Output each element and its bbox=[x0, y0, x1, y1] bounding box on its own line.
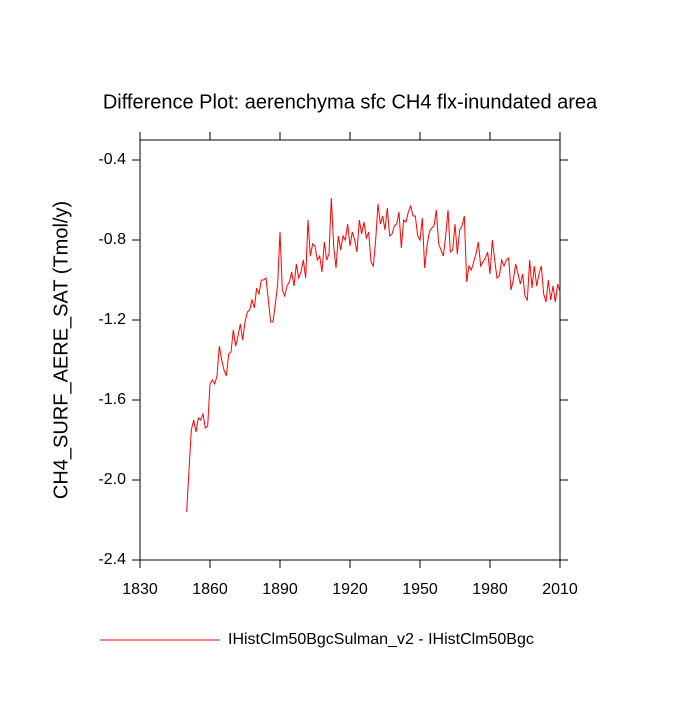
x-tick-label: 1860 bbox=[192, 581, 228, 598]
x-tick-label: 1920 bbox=[332, 581, 368, 598]
legend-label: IHistClm50BgcSulman_v2 - IHistClm50Bgc bbox=[228, 631, 534, 648]
y-tick-label: -0.4 bbox=[98, 151, 126, 168]
x-tick-label: 1950 bbox=[402, 581, 438, 598]
x-tick-label: 1890 bbox=[262, 581, 298, 598]
chart-title: Difference Plot: aerenchyma sfc CH4 flx-… bbox=[103, 91, 598, 113]
y-axis-label: CH4_SURF_AERE_SAT (Tmol/y) bbox=[50, 201, 72, 499]
data-line bbox=[186, 197, 561, 513]
x-tick-label: 1830 bbox=[122, 581, 158, 598]
y-tick-label: -1.2 bbox=[98, 311, 126, 328]
x-tick-label: 2010 bbox=[542, 581, 578, 598]
y-tick-label: -2.4 bbox=[98, 551, 126, 568]
y-tick-label: -0.8 bbox=[98, 231, 126, 248]
plot-frame bbox=[139, 139, 561, 561]
x-tick-label: 1980 bbox=[472, 581, 508, 598]
y-tick-label: -1.6 bbox=[98, 391, 126, 408]
y-tick-label: -2.0 bbox=[98, 471, 126, 488]
